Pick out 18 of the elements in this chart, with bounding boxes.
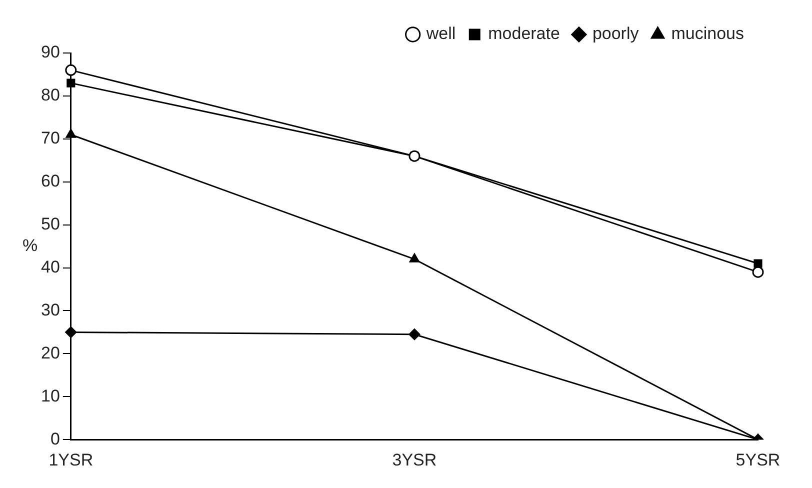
y-tick-label: 90 bbox=[40, 42, 60, 62]
y-tick-label: 50 bbox=[40, 214, 60, 234]
legend-label: well bbox=[425, 24, 456, 44]
x-tick-label: 3YSR bbox=[392, 450, 437, 470]
y-tick-label: 40 bbox=[40, 257, 60, 276]
legend-label: poorly bbox=[592, 24, 640, 44]
legend-label: moderate bbox=[488, 24, 560, 44]
y-tick-label: 80 bbox=[40, 86, 60, 105]
y-axis-title: % bbox=[22, 236, 38, 255]
y-tick-label: 60 bbox=[40, 172, 60, 191]
y-tick-label: 70 bbox=[40, 128, 60, 148]
x-tick-label: 1YSR bbox=[48, 450, 94, 470]
y-tick-label: 0 bbox=[50, 429, 60, 448]
y-tick-label: 30 bbox=[40, 300, 60, 320]
y-tick-label: 20 bbox=[40, 343, 60, 362]
x-tick-label: 5YSR bbox=[736, 450, 780, 470]
y-tick-label: 10 bbox=[40, 386, 60, 406]
legend-label: mucinous bbox=[671, 24, 744, 44]
